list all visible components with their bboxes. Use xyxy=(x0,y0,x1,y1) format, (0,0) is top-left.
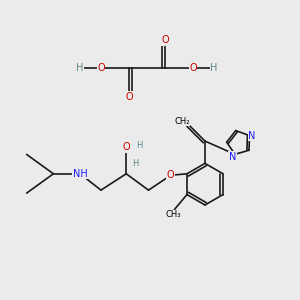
Text: CH₂: CH₂ xyxy=(174,117,190,126)
Text: O: O xyxy=(97,63,105,73)
Text: NH: NH xyxy=(73,169,88,179)
Text: CH₃: CH₃ xyxy=(165,210,181,219)
Text: O: O xyxy=(161,35,169,45)
Text: O: O xyxy=(122,142,130,152)
Text: O: O xyxy=(189,63,197,73)
Text: O: O xyxy=(125,92,133,101)
Text: N: N xyxy=(248,130,256,141)
Text: H: H xyxy=(210,63,218,73)
Text: H: H xyxy=(133,159,139,168)
Text: O: O xyxy=(167,170,175,180)
Text: H: H xyxy=(136,141,143,150)
Text: N: N xyxy=(229,152,236,162)
Text: H: H xyxy=(76,63,84,73)
